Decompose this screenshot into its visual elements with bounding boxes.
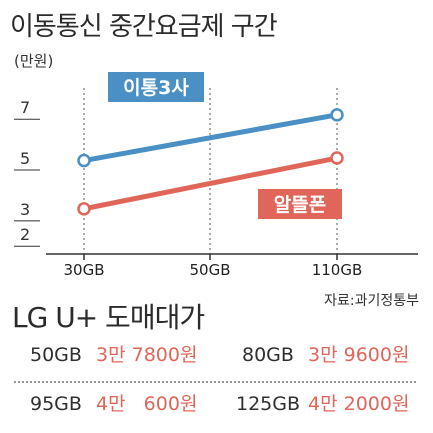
y-tick-label: 7 [20,98,30,117]
price-gb: 125GB [236,393,301,415]
data-point [77,153,91,168]
series-label-box [258,189,342,219]
y-tick-label: 3 [20,200,30,219]
price-gb: 95GB [30,393,82,415]
series-label: 알뜰폰 [274,194,326,216]
price-value: 3만 9600원 [308,344,410,366]
price-value: 4만 600원 [96,393,198,415]
data-point [77,202,91,216]
y-tick-label: 2 [20,225,30,244]
series-line [81,112,340,164]
wholesale-title: LG U+ 도매대가 [12,301,205,334]
x-tick-label: 30GB [63,261,104,279]
row-divider [14,381,416,383]
data-point [330,151,344,165]
series-label-box [108,72,204,102]
source-note: 자료:과기정통부 [324,293,419,309]
x-tick-label: 50GB [189,261,230,279]
y-tick-label: 5 [20,149,30,168]
price-row: 95GB 4만 600원 125GB 4만 2000원 [14,387,416,421]
price-row: 50GB 3만 7800원 80GB 3만 9600원 [14,338,416,372]
x-tick-label: 110GB [312,261,363,279]
price-gb: 80GB [242,344,294,366]
price-value: 4만 2000원 [308,393,410,415]
series-label: 이통3사 [123,77,189,99]
price-gb: 50GB [30,344,82,366]
page-title: 이동통신 중간요금제 구간 [10,12,278,42]
data-point [330,108,344,122]
price-value: 3만 7800원 [96,344,198,366]
y-axis-unit: (만원) [14,52,54,70]
series-line [81,155,340,212]
